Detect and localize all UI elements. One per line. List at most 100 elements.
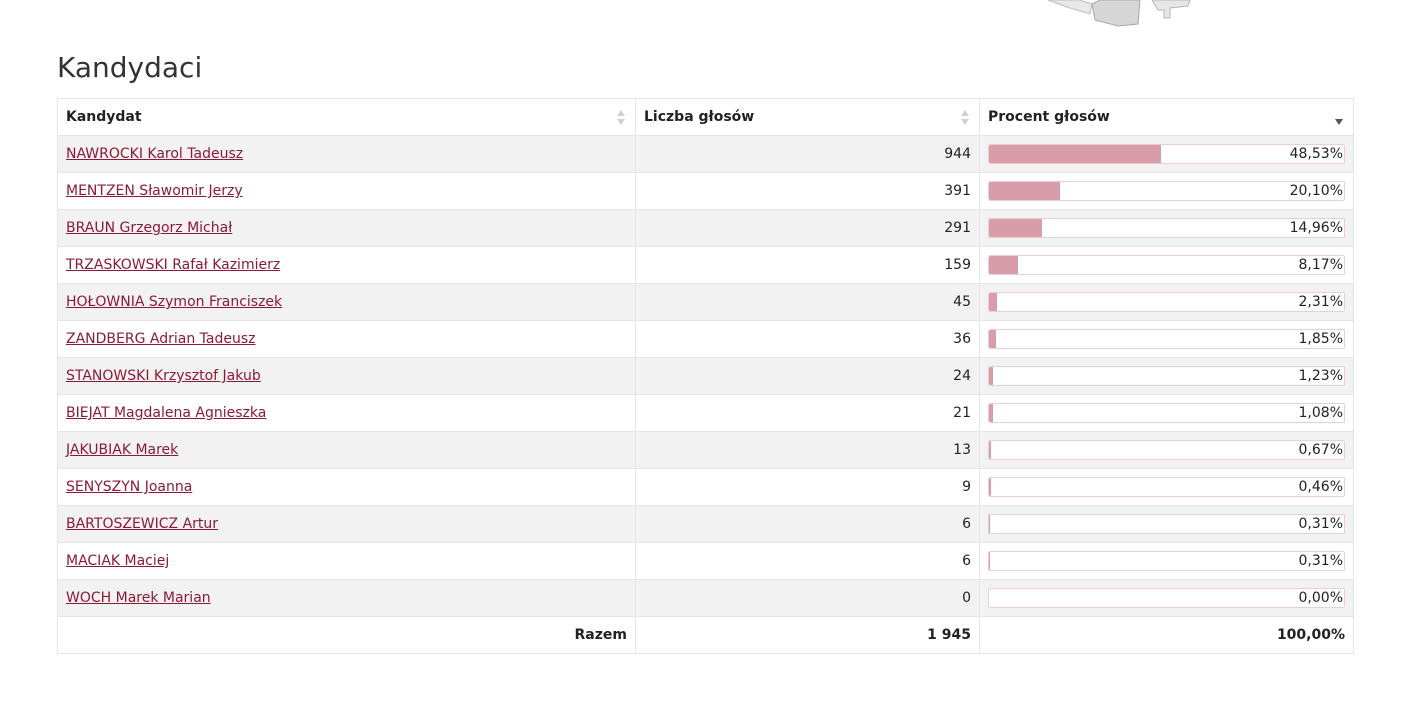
table-row: HOŁOWNIA Szymon Franciszek 45 2,31% [57,283,1354,321]
table-row: SENYSZYN Joanna 9 0,46% [57,468,1354,506]
table-row: STANOWSKI Krzysztof Jakub 24 1,23% [57,357,1354,395]
percent-cell: 0,31% [979,542,1354,580]
candidate-link[interactable]: SENYSZYN Joanna [66,479,193,495]
candidate-cell: BARTOSZEWICZ Artur [57,505,636,543]
sort-desc-icon [1335,110,1343,126]
percent-cell: 1,23% [979,357,1354,395]
table-row: ZANDBERG Adrian Tadeusz 36 1,85% [57,320,1354,358]
candidates-table: Kandydat Liczba głosów Procent głosów NA… [57,98,1354,654]
percent-bar: 0,31% [988,514,1345,534]
candidate-link[interactable]: ZANDBERG Adrian Tadeusz [66,331,256,347]
percent-bar-fill [989,145,1162,163]
candidate-cell: MACIAK Maciej [57,542,636,580]
candidate-link[interactable]: HOŁOWNIA Szymon Franciszek [66,294,283,310]
candidate-link[interactable]: TRZASKOWSKI Rafał Kazimierz [66,257,281,273]
votes-cell: 6 [635,542,980,580]
table-row: MENTZEN Sławomir Jerzy 391 20,10% [57,172,1354,210]
percent-cell: 48,53% [979,135,1354,173]
candidate-link[interactable]: BRAUN Grzegorz Michał [66,220,233,236]
votes-cell: 9 [635,468,980,506]
percent-bar: 48,53% [988,144,1345,164]
sort-icon [961,110,969,126]
percent-label: 1,85% [1298,331,1343,347]
percent-bar: 0,67% [988,440,1345,460]
percent-bar: 0,46% [988,477,1345,497]
candidate-cell: TRZASKOWSKI Rafał Kazimierz [57,246,636,284]
percent-bar-fill [989,293,998,311]
votes-cell: 6 [635,505,980,543]
column-header-label: Kandydat [66,109,142,125]
votes-cell: 36 [635,320,980,358]
table-row: JAKUBIAK Marek 13 0,67% [57,431,1354,469]
candidate-link[interactable]: WOCH Marek Marian [66,590,211,606]
candidate-cell: HOŁOWNIA Szymon Franciszek [57,283,636,321]
percent-label: 0,67% [1298,442,1343,458]
candidate-cell: WOCH Marek Marian [57,579,636,617]
percent-label: 14,96% [1289,220,1343,236]
percent-cell: 8,17% [979,246,1354,284]
candidate-link[interactable]: BARTOSZEWICZ Artur [66,516,219,532]
percent-label: 0,31% [1298,516,1343,532]
table-row: BIEJAT Magdalena Agnieszka 21 1,08% [57,394,1354,432]
candidate-link[interactable]: JAKUBIAK Marek [66,442,179,458]
percent-bar: 1,23% [988,366,1345,386]
percent-cell: 0,46% [979,468,1354,506]
table-row: TRZASKOWSKI Rafał Kazimierz 159 8,17% [57,246,1354,284]
votes-cell: 944 [635,135,980,173]
candidate-cell: MENTZEN Sławomir Jerzy [57,172,636,210]
percent-bar: 14,96% [988,218,1345,238]
candidate-link[interactable]: BIEJAT Magdalena Agnieszka [66,405,267,421]
percent-cell: 0,00% [979,579,1354,617]
total-votes: 1 945 [635,616,980,654]
candidate-link[interactable]: MACIAK Maciej [66,553,170,569]
percent-label: 0,46% [1298,479,1343,495]
percent-bar-fill [989,552,991,570]
percent-cell: 0,67% [979,431,1354,469]
candidate-cell: BRAUN Grzegorz Michał [57,209,636,247]
percent-label: 20,10% [1289,183,1343,199]
percent-label: 48,53% [1289,146,1343,162]
candidate-link[interactable]: MENTZEN Sławomir Jerzy [66,183,243,199]
votes-cell: 159 [635,246,980,284]
candidate-cell: NAWROCKI Karol Tadeusz [57,135,636,173]
votes-cell: 291 [635,209,980,247]
percent-bar-fill [989,367,994,385]
candidate-link[interactable]: NAWROCKI Karol Tadeusz [66,146,244,162]
percent-bar-fill [989,182,1061,200]
column-header-votes[interactable]: Liczba głosów [635,98,980,136]
table-header-row: Kandydat Liczba głosów Procent głosów [57,98,1354,136]
column-header-label: Liczba głosów [644,109,755,125]
candidate-cell: BIEJAT Magdalena Agnieszka [57,394,636,432]
total-row: Razem 1 945 100,00% [57,616,1354,654]
candidate-cell: JAKUBIAK Marek [57,431,636,469]
total-label: Razem [57,616,636,654]
percent-cell: 14,96% [979,209,1354,247]
percent-label: 1,08% [1298,405,1343,421]
percent-bar-fill [989,515,991,533]
percent-cell: 20,10% [979,172,1354,210]
percent-bar: 8,17% [988,255,1345,275]
percent-bar: 20,10% [988,181,1345,201]
percent-bar: 0,31% [988,551,1345,571]
percent-cell: 0,31% [979,505,1354,543]
candidate-link[interactable]: STANOWSKI Krzysztof Jakub [66,368,261,384]
table-row: BARTOSZEWICZ Artur 6 0,31% [57,505,1354,543]
percent-bar: 2,31% [988,292,1345,312]
percent-bar: 0,00% [988,588,1345,608]
votes-cell: 24 [635,357,980,395]
column-header-candidate[interactable]: Kandydat [57,98,636,136]
table-row: BRAUN Grzegorz Michał 291 14,96% [57,209,1354,247]
percent-cell: 2,31% [979,283,1354,321]
percent-bar: 1,08% [988,403,1345,423]
votes-cell: 45 [635,283,980,321]
column-header-percent[interactable]: Procent głosów [979,98,1354,136]
percent-label: 0,00% [1298,590,1343,606]
candidate-cell: STANOWSKI Krzysztof Jakub [57,357,636,395]
percent-bar-fill [989,404,993,422]
sort-icon [617,110,625,126]
votes-cell: 391 [635,172,980,210]
percent-label: 1,23% [1298,368,1343,384]
percent-label: 0,31% [1298,553,1343,569]
table-body: NAWROCKI Karol Tadeusz 944 48,53% MENTZEN S… [57,135,1354,617]
percent-bar-fill [989,478,991,496]
